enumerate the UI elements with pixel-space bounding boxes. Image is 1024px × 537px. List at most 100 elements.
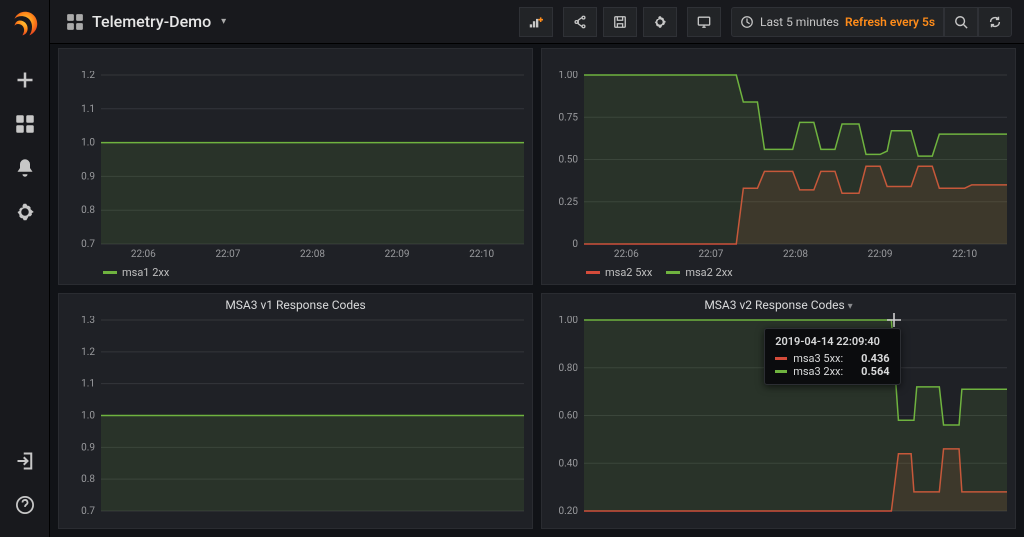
legend: msa1 2xx	[59, 262, 532, 284]
legend-item[interactable]: msa1 2xx	[103, 266, 169, 279]
svg-text:0.25: 0.25	[559, 197, 579, 208]
svg-text:22:10: 22:10	[469, 249, 494, 260]
chart-svg: 0.70.80.91.01.11.222:0622:0722:0822:0922…	[59, 71, 532, 262]
svg-text:22:09: 22:09	[385, 516, 410, 527]
svg-text:22:09: 22:09	[868, 249, 893, 260]
panel-title: MSA3 v2 Response Codes ▾	[542, 294, 1015, 316]
svg-text:0: 0	[572, 239, 578, 250]
svg-text:1.00: 1.00	[559, 316, 579, 326]
hover-tooltip: 2019-04-14 22:09:40msa3 5xx:0.436msa3 2x…	[764, 328, 900, 385]
svg-text:0.50: 0.50	[559, 155, 579, 166]
legend-swatch	[586, 271, 600, 274]
tooltip-row: msa3 5xx: 0.436	[775, 352, 889, 365]
svg-text:1.1: 1.1	[81, 104, 95, 115]
svg-text:0.8: 0.8	[81, 474, 95, 485]
dashboard-title: Telemetry-Demo	[92, 12, 211, 31]
svg-text:0.7: 0.7	[81, 506, 95, 517]
svg-text:22:10: 22:10	[952, 249, 977, 260]
tooltip-label: msa3 5xx:	[793, 352, 843, 365]
chart-area[interactable]: 0.70.80.91.01.11.21.322:0622:0722:0822:0…	[59, 316, 532, 529]
svg-text:1.2: 1.2	[81, 71, 95, 81]
legend-swatch	[666, 271, 680, 274]
dashboard-title-button[interactable]: Telemetry-Demo ▾	[66, 12, 226, 31]
main-area: Telemetry-Demo ▾ Last 5 minutes Refresh …	[50, 0, 1024, 537]
svg-text:22:08: 22:08	[783, 516, 808, 527]
tooltip-value: 0.564	[849, 365, 889, 378]
svg-text:0.8: 0.8	[81, 205, 95, 216]
add-icon[interactable]	[15, 70, 35, 90]
svg-text:1.3: 1.3	[81, 316, 95, 326]
chart-svg: 0 0.25 0.50 0.75 1.00 22:06 22:07 22:08 22:09 22:…	[542, 71, 1015, 262]
svg-text:1.0: 1.0	[81, 410, 95, 421]
dashboard-grid-icon	[66, 13, 84, 31]
chart-area[interactable]: 0 0.25 0.50 0.75 1.00 22:06 22:07 22:08 22:09 22:…	[542, 71, 1015, 262]
legend-label: msa2 5xx	[605, 266, 652, 279]
panel-msa2[interactable]: 0 0.25 0.50 0.75 1.00 22:06 22:07 22:08 22:09 22:…	[541, 48, 1016, 285]
panel-msa3v2[interactable]: MSA3 v2 Response Codes ▾0.200.400.600.80…	[541, 293, 1016, 530]
svg-text:22:10: 22:10	[952, 516, 977, 527]
chevron-down-icon: ▾	[221, 16, 226, 27]
svg-text:22:08: 22:08	[300, 516, 325, 527]
tooltip-label: msa3 2xx:	[793, 365, 843, 378]
help-icon[interactable]	[15, 495, 35, 515]
svg-text:0.80: 0.80	[559, 362, 579, 373]
legend-swatch	[103, 271, 117, 274]
chart-area[interactable]: 0.70.80.91.01.11.222:0622:0722:0822:0922…	[59, 71, 532, 262]
legend-item[interactable]: msa2 5xx	[586, 266, 652, 279]
top-bar: Telemetry-Demo ▾ Last 5 minutes Refresh …	[50, 0, 1024, 44]
dashboards-icon[interactable]	[15, 114, 35, 134]
svg-text:22:09: 22:09	[868, 516, 893, 527]
settings-gear-icon[interactable]	[15, 202, 35, 222]
legend: msa2 5xx msa2 2xx	[542, 262, 1015, 284]
tooltip-value: 0.436	[849, 352, 889, 365]
panel-title	[59, 49, 532, 71]
svg-text:22:09: 22:09	[385, 249, 410, 260]
legend-item[interactable]: msa2 2xx	[666, 266, 732, 279]
svg-text:0.75: 0.75	[559, 112, 579, 123]
panel-msa1[interactable]: 0.70.80.91.01.11.222:0622:0722:0822:0922…	[58, 48, 533, 285]
panel-title	[542, 49, 1015, 71]
refresh-button[interactable]	[978, 7, 1012, 37]
svg-text:1.2: 1.2	[81, 346, 95, 357]
svg-text:22:07: 22:07	[698, 516, 723, 527]
legend-label: msa2 2xx	[685, 266, 732, 279]
svg-text:22:08: 22:08	[300, 249, 325, 260]
alerting-bell-icon[interactable]	[15, 158, 35, 178]
chart-svg: 0.70.80.91.01.11.21.322:0622:0722:0822:0…	[59, 316, 532, 529]
tooltip-swatch	[775, 357, 787, 360]
svg-text:22:07: 22:07	[698, 249, 723, 260]
add-panel-button[interactable]	[519, 7, 553, 37]
tooltip-swatch	[775, 370, 787, 373]
svg-text:22:06: 22:06	[614, 516, 639, 527]
panel-title: MSA3 v1 Response Codes	[59, 294, 532, 316]
svg-text:1.0: 1.0	[81, 138, 95, 149]
panel-msa3v1[interactable]: MSA3 v1 Response Codes0.70.80.91.01.11.2…	[58, 293, 533, 530]
panels-grid: 0.7 0.8 0.9 1.0 1.1 1.2 22:06 22:07 22:08 22:09 22…	[50, 44, 1024, 537]
zoom-out-button[interactable]	[944, 7, 978, 37]
svg-text:1.1: 1.1	[81, 378, 95, 389]
svg-text:22:07: 22:07	[215, 516, 240, 527]
settings-button[interactable]	[643, 7, 677, 37]
svg-text:22:10: 22:10	[469, 516, 494, 527]
cycle-view-button[interactable]	[687, 7, 721, 37]
svg-text:0.9: 0.9	[81, 171, 95, 182]
grafana-logo-icon[interactable]	[11, 10, 39, 38]
legend-label: msa1 2xx	[122, 266, 169, 279]
time-range-label: Last 5 minutes	[760, 15, 839, 29]
signin-icon[interactable]	[15, 451, 35, 471]
chart-area[interactable]: 0.200.400.600.801.0022:0622:0722:0822:09…	[542, 316, 1015, 529]
save-button[interactable]	[603, 7, 637, 37]
svg-text:0.20: 0.20	[559, 506, 579, 517]
time-range-button[interactable]: Last 5 minutes Refresh every 5s	[731, 7, 944, 37]
svg-text:22:06: 22:06	[614, 249, 639, 260]
tooltip-timestamp: 2019-04-14 22:09:40	[775, 335, 889, 348]
svg-text:22:08: 22:08	[783, 249, 808, 260]
tooltip-row: msa3 2xx: 0.564	[775, 365, 889, 378]
share-button[interactable]	[563, 7, 597, 37]
svg-text:22:07: 22:07	[215, 249, 240, 260]
refresh-interval-label: Refresh every 5s	[845, 15, 935, 29]
svg-text:1.00: 1.00	[559, 71, 579, 81]
left-nav	[0, 0, 50, 537]
svg-text:22:06: 22:06	[131, 249, 156, 260]
svg-text:0.40: 0.40	[559, 458, 579, 469]
